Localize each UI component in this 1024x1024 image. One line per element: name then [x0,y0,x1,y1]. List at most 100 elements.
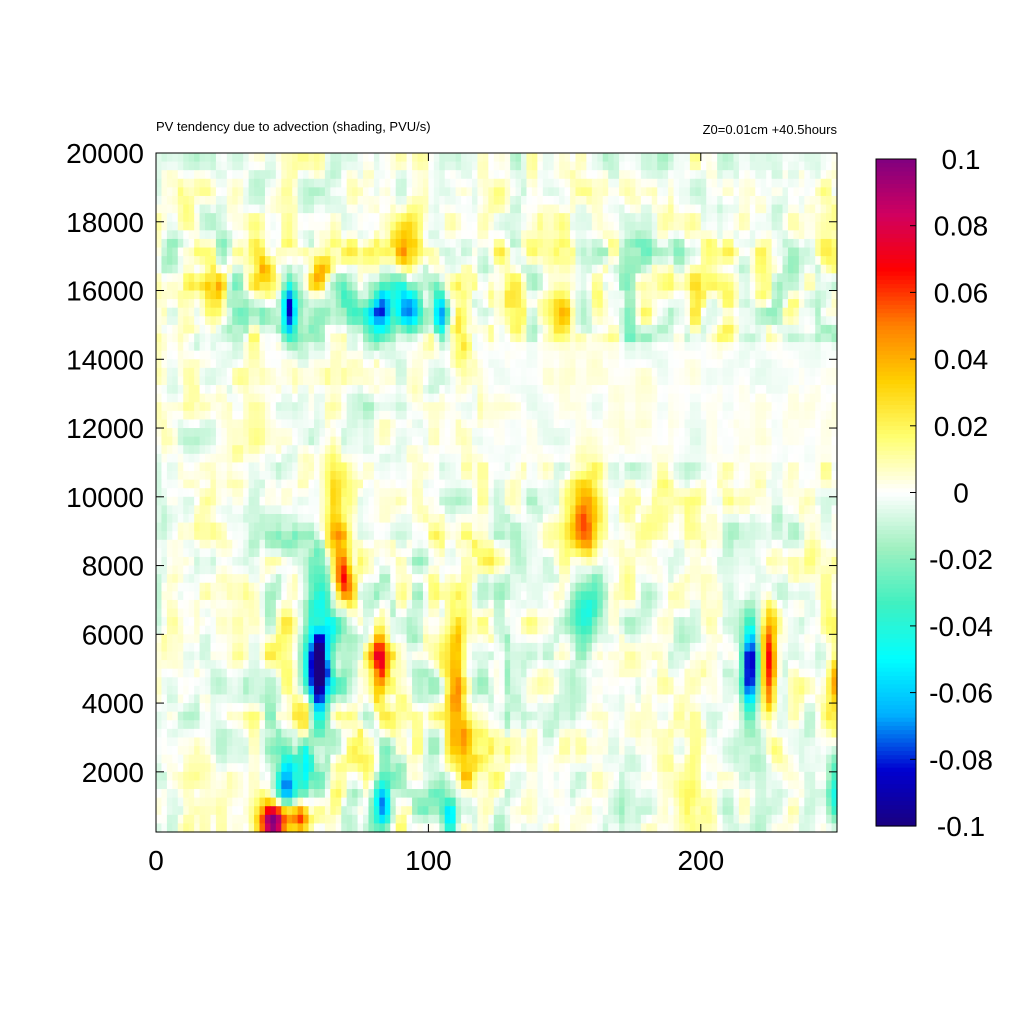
heatmap-cell [275,367,282,378]
heatmap-cell [744,471,751,481]
heatmap-cell [215,419,222,429]
heatmap-cell [744,445,751,455]
heatmap-cell [684,281,691,292]
heatmap-cell [777,230,784,240]
heatmap-cell [804,230,811,240]
heatmap-cell [798,230,805,240]
heatmap-cell [363,359,370,369]
heatmap-cell [798,273,805,283]
heatmap-cell [297,385,304,395]
heatmap-cell [510,453,517,464]
heatmap-cell [635,445,642,455]
heatmap-cell [499,393,506,403]
heatmap-cell [504,247,511,257]
heatmap-cell [602,453,609,464]
heatmap-cell [281,445,288,455]
heatmap-cell [749,324,756,335]
heatmap-cell [297,428,304,438]
heatmap-cell [466,462,473,472]
heatmap-cell [542,453,549,464]
heatmap-cell [602,350,609,360]
heatmap-cell [390,204,397,214]
heatmap-cell [254,350,261,360]
heatmap-cell [156,204,163,214]
heatmap-cell [640,178,647,188]
heatmap-cell [210,333,217,343]
heatmap-cell [384,488,391,498]
heatmap-cell [412,213,419,223]
heatmap-cell [390,428,397,438]
heatmap-cell [346,264,353,274]
heatmap-cell [466,299,473,309]
heatmap-cell [749,281,756,292]
heatmap-cell [504,256,511,266]
heatmap-cell [722,204,729,214]
heatmap-cell [531,445,538,455]
heatmap-cell [166,299,173,309]
heatmap-cell [352,153,359,163]
heatmap-cell [619,238,626,249]
heatmap-cell [586,428,593,438]
heatmap-cell [510,428,517,438]
heatmap-cell [504,307,511,317]
heatmap-cell [384,479,391,489]
heatmap-cell [166,479,173,489]
heatmap-cell [221,238,228,249]
heatmap-cell [521,264,528,274]
heatmap-cell [417,342,424,352]
heatmap-cell [406,221,413,231]
heatmap-cell [281,264,288,274]
heatmap-cell [679,281,686,292]
heatmap-cell [826,410,833,421]
heatmap-cell [722,247,729,257]
heatmap-cell [602,471,609,481]
heatmap-cell [771,195,778,206]
heatmap-cell [679,273,686,283]
heatmap-cell [793,170,800,180]
heatmap-cell [270,170,277,180]
heatmap-cell [379,161,386,171]
heatmap-cell [466,479,473,489]
heatmap-cell [226,221,233,231]
heatmap-cell [564,290,571,300]
heatmap-cell [559,350,566,360]
heatmap-cell [199,333,206,343]
heatmap-cell [401,238,408,249]
heatmap-cell [608,367,615,378]
heatmap-cell [471,419,479,429]
heatmap-cell [657,342,664,352]
heatmap-cell [793,178,800,188]
heatmap-cell [215,402,222,412]
heatmap-cell [428,204,435,214]
heatmap-cell [668,445,675,455]
heatmap-cell [657,187,664,197]
heatmap-cell [401,281,408,292]
heatmap-cell [368,161,375,171]
heatmap-cell [488,230,495,240]
heatmap-cell [526,153,533,163]
heatmap-cell [689,453,696,464]
heatmap-cell [531,247,538,257]
heatmap-cell [624,410,631,421]
heatmap-cell [248,273,255,283]
heatmap-cell [689,195,696,206]
heatmap-cell [188,393,195,403]
heatmap-cell [390,462,397,472]
heatmap-cell [215,462,222,472]
heatmap-cell [281,419,288,429]
heatmap-cell [243,402,250,412]
heatmap-cell [237,195,244,206]
heatmap-cell [580,350,587,360]
heatmap-cell [156,213,163,223]
heatmap-cell [395,213,402,223]
heatmap-cell [172,247,179,257]
heatmap-cell [259,462,266,472]
heatmap-cell [461,359,468,369]
heatmap-cell [580,238,587,249]
heatmap-cell [188,453,195,464]
heatmap-cell [341,453,348,464]
heatmap-cell [733,230,740,240]
heatmap-cell [210,428,217,438]
heatmap-cell [341,428,348,438]
heatmap-cell [553,264,560,274]
